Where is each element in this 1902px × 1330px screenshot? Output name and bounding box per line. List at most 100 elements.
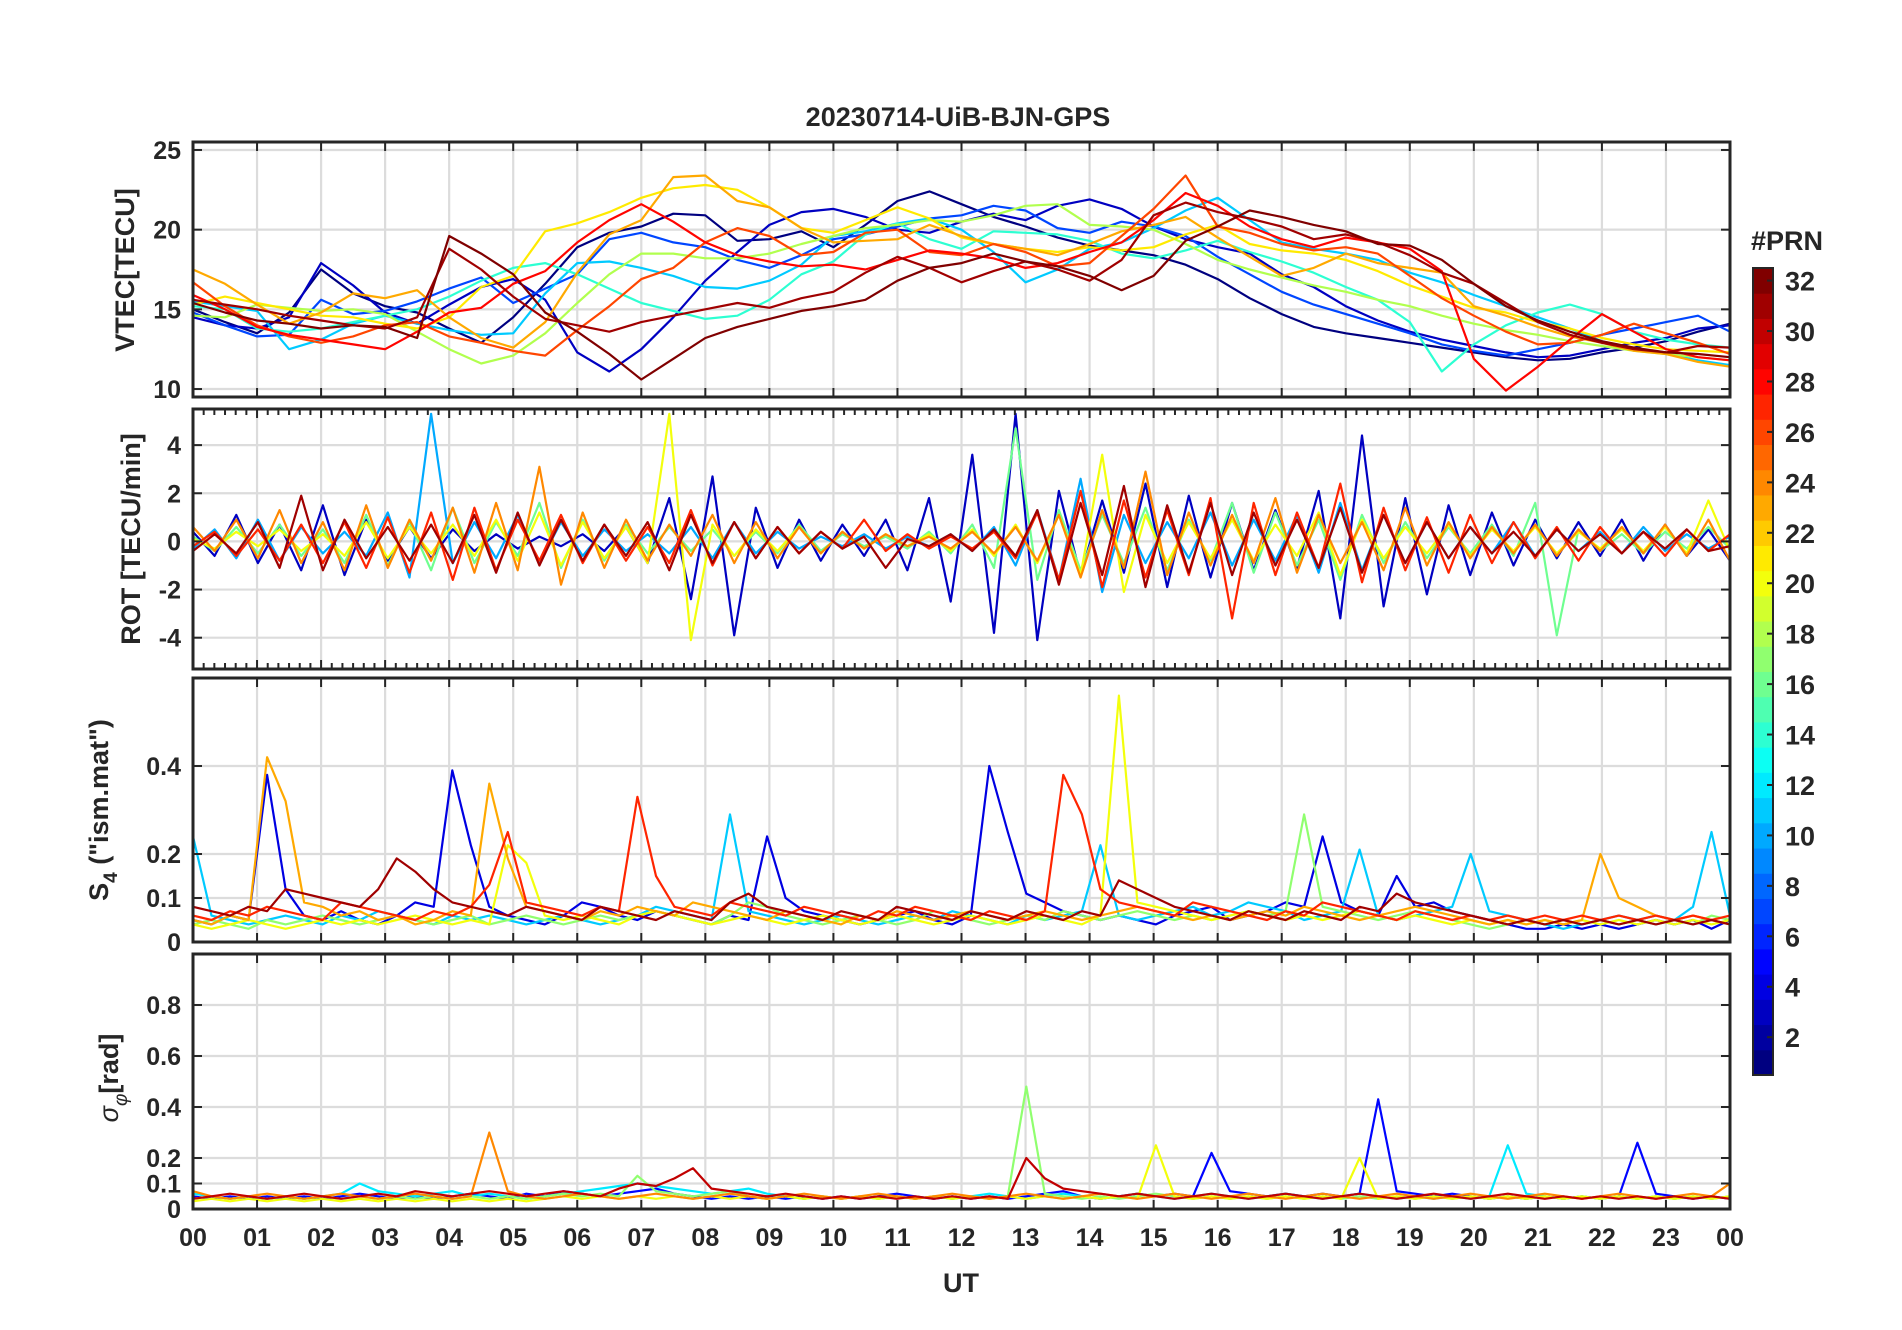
- series-line-prn-24: [192, 1131, 1731, 1200]
- colorbar-band-15: [1753, 696, 1773, 723]
- series-line-prn-24: [192, 465, 1731, 586]
- y-tick-label: 2: [167, 480, 181, 508]
- chart-title: 20230714-UiB-BJN-GPS: [806, 102, 1111, 132]
- colorbar-band-25: [1753, 444, 1773, 471]
- series-line-prn-28: [192, 191, 1731, 392]
- colorbar-tick-label: 26: [1785, 418, 1815, 448]
- colorbar-bands: [1753, 268, 1773, 1076]
- y-tick-label: 0.2: [146, 1145, 181, 1173]
- x-tick-label: 16: [1204, 1224, 1232, 1252]
- series-line-prn-30: [192, 1156, 1731, 1200]
- x-tick-label: 14: [1076, 1224, 1104, 1252]
- y-tick-label: 0.4: [146, 753, 181, 781]
- series-line-prn-23: [192, 756, 1731, 926]
- colorbar-tick-label: 16: [1785, 670, 1815, 700]
- colorbar-label: #PRN: [1751, 226, 1823, 256]
- panel-s4-y-label: S4 ("ism.mat"): [84, 719, 122, 901]
- x-tick-label: 15: [1140, 1224, 1168, 1252]
- colorbar-band-14: [1753, 721, 1773, 748]
- colorbar-tick-label: 20: [1785, 569, 1815, 599]
- panel-sigphi: 00.10.2 0.4 0.6 0.8 σφ[rad]: [94, 952, 1732, 1224]
- x-tick-label: 00: [179, 1224, 207, 1252]
- panel-s4-y-label-rest: ("ism.mat"): [84, 719, 114, 872]
- colorbar-band-11: [1753, 797, 1773, 824]
- x-tick-label: 13: [1012, 1224, 1040, 1252]
- y-tick-label: 0: [167, 528, 181, 556]
- panel-rot-y-ticks: -4 -2 0 2 4: [159, 432, 1730, 653]
- x-tick-label: 00: [1716, 1224, 1744, 1252]
- x-tick-label: 06: [563, 1224, 591, 1252]
- colorbar-band-16: [1753, 671, 1773, 698]
- x-tick-label: 20: [1460, 1224, 1488, 1252]
- y-tick-label: 0.2: [146, 841, 181, 869]
- x-axis-tick-labels: 00 01 02 03 04 05 06 07 08 09 10 11 12 13 14 15 16 17 18 19…: [179, 1224, 1744, 1252]
- colorbar-band-23: [1753, 494, 1773, 521]
- panel-vtec: 10 15 20 25 VTEC[TECU]: [110, 137, 1732, 404]
- y-tick-label: 0.8: [146, 992, 181, 1020]
- colorbar-band-32: [1753, 268, 1773, 294]
- colorbar-band-5: [1753, 948, 1773, 975]
- y-tick-label: 0.4: [146, 1094, 181, 1122]
- panel-sigphi-frame: [191, 952, 1732, 1211]
- series-line-prn-14: [192, 222, 1731, 373]
- panel-sigphi-y-label-main: σ: [94, 1104, 124, 1122]
- panel-s4-frame: [191, 676, 1732, 944]
- colorbar-tick-label: 10: [1785, 821, 1815, 851]
- series-line-prn-26: [192, 174, 1731, 357]
- colorbar-tick-label: 22: [1785, 519, 1815, 549]
- colorbar-band-10: [1753, 822, 1773, 849]
- series-line-prn-31: [192, 484, 1731, 589]
- colorbar-tick-label: 4: [1785, 973, 1800, 1003]
- panel-s4-series: [191, 694, 1732, 930]
- panel-rot-grid: [193, 409, 1730, 669]
- colorbar-band-26: [1753, 419, 1773, 446]
- colorbar-tick-label: 24: [1785, 468, 1815, 498]
- panel-vtec-y-ticks: 10 15 20 25: [153, 137, 1730, 404]
- colorbar-tick-label: 28: [1785, 367, 1815, 397]
- series-line-prn-18: [192, 203, 1731, 365]
- panel-s4: 0 0.1 0.2 0.4 S4 ("ism.mat"): [84, 676, 1732, 957]
- x-tick-label: 09: [755, 1224, 783, 1252]
- y-tick-label: 4: [167, 432, 181, 460]
- colorbar-band-1: [1753, 1049, 1773, 1076]
- y-tick-label: 15: [153, 296, 181, 324]
- y-tick-label: 20: [153, 217, 181, 245]
- x-tick-label: 08: [691, 1224, 719, 1252]
- panel-vtec-frame: [191, 140, 1732, 399]
- y-tick-label: 0: [167, 929, 181, 957]
- colorbar-band-24: [1753, 469, 1773, 496]
- x-tick-label: 19: [1396, 1224, 1424, 1252]
- colorbar-band-20: [1753, 570, 1773, 597]
- colorbar-tick-label: 8: [1785, 872, 1800, 902]
- colorbar-frame: [1752, 267, 1774, 1076]
- y-tick-label: -2: [159, 577, 181, 605]
- y-tick-label: 10: [153, 376, 181, 404]
- panel-s4-y-label-sub: 4: [101, 872, 122, 883]
- x-tick-label: 21: [1524, 1224, 1552, 1252]
- y-tick-label: -4: [159, 625, 181, 653]
- series-line-prn-31: [192, 857, 1731, 926]
- panel-sigphi-y-label: σφ[rad]: [94, 1034, 132, 1123]
- colorbar-band-4: [1753, 974, 1773, 1000]
- colorbar-tick-label: 30: [1785, 317, 1815, 347]
- x-tick-label: 03: [371, 1224, 399, 1252]
- y-tick-label: 0.1: [146, 1171, 181, 1199]
- colorbar-band-12: [1753, 772, 1773, 799]
- x-tick-label: 11: [884, 1224, 911, 1252]
- colorbar-band-17: [1753, 646, 1773, 672]
- series-line-prn-1: [192, 190, 1731, 362]
- y-tick-label: 0.6: [146, 1043, 181, 1071]
- colorbar-band-13: [1753, 747, 1773, 773]
- colorbar-band-22: [1753, 520, 1773, 546]
- colorbar-band-30: [1753, 318, 1773, 345]
- series-line-prn-11: [192, 196, 1731, 367]
- panel-rot-series: [192, 412, 1732, 642]
- panel-rot-frame: [191, 407, 1732, 671]
- series-line-prn-32: [192, 209, 1731, 381]
- series-line-prn-7: [192, 204, 1731, 357]
- colorbar-band-27: [1753, 394, 1773, 420]
- x-tick-label: 22: [1588, 1224, 1616, 1252]
